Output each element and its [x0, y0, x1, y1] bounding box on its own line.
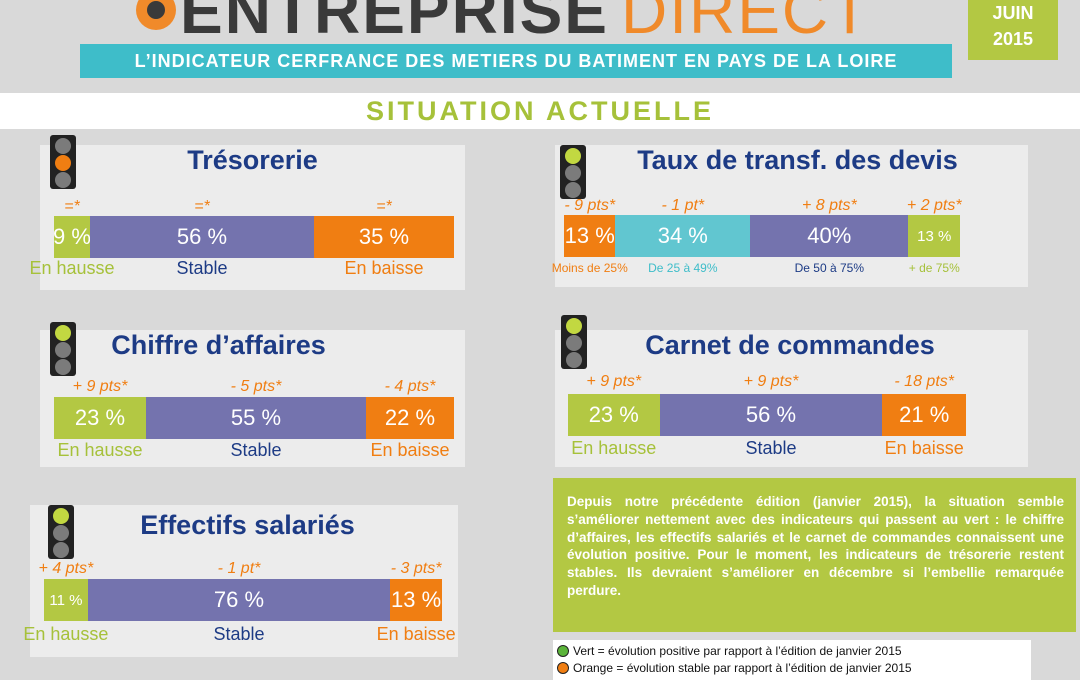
legend-item-orange: Orange = évolution stable par rapport à …: [553, 661, 912, 675]
bar-segment: 21 %: [882, 394, 966, 436]
category-label: Stable: [745, 438, 797, 458]
bar-segment: 23 %: [568, 394, 660, 436]
stacked-bar: 9 % 56 % 35 %: [54, 216, 454, 258]
chart-title: Carnet de commandes: [645, 330, 935, 360]
traffic-light-lamp: [55, 359, 71, 375]
change-label: + 8 pts*: [801, 197, 857, 214]
bar-segment: 55 %: [146, 397, 366, 439]
category-label: Stable: [230, 440, 282, 460]
traffic-light-icon: [50, 135, 76, 189]
traffic-light-lamp: [53, 508, 69, 524]
logo-mark: [136, 0, 176, 30]
bar-segment: 9 %: [54, 216, 90, 258]
change-label: + 9 pts*: [743, 373, 799, 390]
change-label: =*: [376, 198, 392, 215]
bar-segment: 13 %: [908, 215, 960, 257]
change-label: + 2 pts*: [906, 197, 962, 214]
category-label: En hausse: [29, 258, 115, 278]
change-label: =*: [194, 198, 210, 215]
change-label: - 3 pts*: [390, 560, 442, 577]
edition-year: 2015: [992, 29, 1034, 49]
stacked-bar: 13 % 34 % 40% 13 %: [564, 215, 960, 257]
legend-label: Orange = évolution stable par rapport à …: [573, 661, 912, 675]
chart-title: Effectifs salariés: [140, 510, 355, 540]
change-label: - 1 pt*: [661, 197, 705, 214]
traffic-light-lamp: [55, 172, 71, 188]
traffic-light-lamp: [566, 318, 582, 334]
bar-segment: 11 %: [44, 579, 88, 621]
chart-title: Trésorerie: [187, 145, 318, 175]
section-strip: [0, 93, 1080, 129]
banner-title: L’INDICATEUR CERFRANCE DES METIERS DU BA…: [80, 44, 952, 78]
traffic-light-lamp: [55, 342, 71, 358]
bar-segment: 76 %: [87, 579, 391, 621]
chart-title: Chiffre d’affaires: [111, 330, 326, 360]
category-label: Moins de 25%: [551, 261, 628, 275]
change-label: + 4 pts*: [38, 560, 94, 577]
bar-segment: 13 %: [390, 579, 442, 621]
traffic-light-icon: [561, 315, 587, 369]
stacked-bar: 11 % 76 % 13 %: [44, 579, 442, 621]
traffic-light-lamp: [53, 525, 69, 541]
traffic-light-lamp: [55, 325, 71, 341]
change-label: =*: [64, 198, 80, 215]
category-label: De 50 à 75%: [794, 261, 865, 275]
traffic-light-lamp: [55, 138, 71, 154]
legend-item-green: Vert = évolution positive par rapport à …: [553, 644, 902, 658]
category-label: En hausse: [57, 440, 143, 460]
bar-segment: 34 %: [615, 215, 751, 257]
bar-segment: 23 %: [54, 397, 146, 439]
traffic-light-legend: Vert = évolution positive par rapport à …: [553, 640, 1031, 680]
traffic-light-icon: [50, 322, 76, 376]
category-label: En hausse: [23, 624, 109, 644]
bar-segment: 35 %: [314, 216, 454, 258]
logo-text-accent: DIRECT: [620, 0, 872, 47]
edition-month: JUIN: [992, 3, 1034, 23]
category-label: Stable: [213, 624, 265, 644]
category-label: En baisse: [344, 258, 424, 278]
traffic-light-lamp: [565, 182, 581, 198]
section-title: SITUATION ACTUELLE: [366, 96, 714, 126]
category-label: Stable: [176, 258, 228, 278]
stacked-bar: 23 % 55 % 22 %: [54, 397, 454, 439]
legend-label: Vert = évolution positive par rapport à …: [573, 644, 902, 658]
traffic-light-lamp: [565, 165, 581, 181]
bar-segment: 22 %: [366, 397, 454, 439]
change-label: - 9 pts*: [564, 197, 616, 214]
category-label: + de 75%: [908, 261, 960, 275]
change-label: - 5 pts*: [230, 378, 282, 395]
green-dot-icon: [557, 645, 569, 657]
traffic-light-lamp: [53, 542, 69, 558]
traffic-light-lamp: [565, 148, 581, 164]
bar-segment: 56 %: [90, 216, 314, 258]
chart-title: Taux de transf. des devis: [637, 145, 958, 175]
change-label: - 1 pt*: [217, 560, 261, 577]
category-label: En hausse: [571, 438, 657, 458]
logo: ENTREPRISE DIRECT: [130, 0, 871, 48]
category-label: De 25 à 49%: [648, 261, 718, 275]
change-label: + 9 pts*: [72, 378, 128, 395]
category-label: En baisse: [884, 438, 964, 458]
summary-text: Depuis notre précédente édition (janvier…: [553, 478, 1076, 632]
change-label: - 4 pts*: [384, 378, 436, 395]
orange-dot-icon: [557, 662, 569, 674]
traffic-light-lamp: [55, 155, 71, 171]
bar-segment: 40%: [750, 215, 909, 257]
category-label: En baisse: [370, 440, 450, 460]
bar-segment: 13 %: [564, 215, 616, 257]
change-label: + 9 pts*: [586, 373, 642, 390]
change-label: - 18 pts*: [894, 373, 954, 390]
logo-text-main: ENTREPRISE: [180, 0, 609, 47]
traffic-light-lamp: [566, 352, 582, 368]
stacked-bar: 23 % 56 % 21 %: [568, 394, 966, 436]
edition-date: JUIN 2015: [968, 0, 1058, 60]
traffic-light-icon: [560, 145, 586, 199]
traffic-light-lamp: [566, 335, 582, 351]
traffic-light-icon: [48, 505, 74, 559]
category-label: En baisse: [376, 624, 456, 644]
bar-segment: 56 %: [659, 394, 883, 436]
